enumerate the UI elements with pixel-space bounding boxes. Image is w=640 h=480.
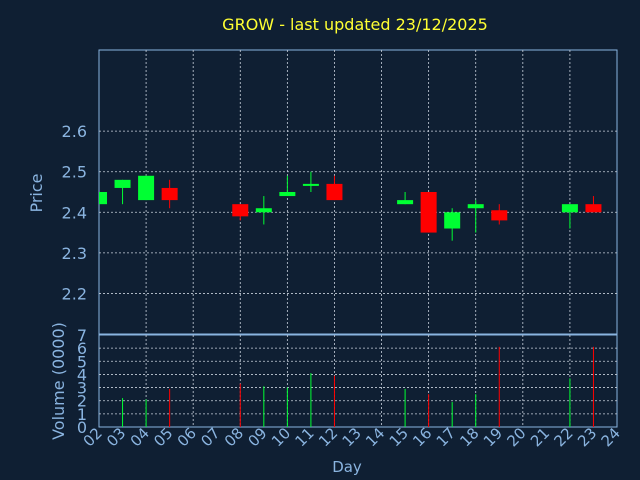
volume-tick-label: 4 <box>77 365 87 384</box>
candle-body <box>138 175 155 201</box>
candle-body <box>397 200 414 205</box>
x-axis-label: Day <box>332 458 362 476</box>
candle-body <box>326 183 343 201</box>
x-tick-label: 21 <box>527 424 553 450</box>
candle-body <box>255 208 272 213</box>
candle-body <box>99 192 107 205</box>
volume-tick-label: 7 <box>77 326 87 345</box>
candle-body <box>491 210 508 221</box>
x-tick-label: 09 <box>244 424 270 450</box>
x-tick-label: 17 <box>433 424 459 450</box>
candle-body <box>444 212 461 229</box>
candle-body <box>467 204 484 209</box>
candle-body <box>302 183 319 186</box>
candle-body <box>279 192 296 197</box>
volume-tick-label: 2 <box>77 392 87 411</box>
x-tick-label: 13 <box>339 424 365 450</box>
x-tick-label: 05 <box>150 424 176 450</box>
price-tick-label: 2.3 <box>62 244 87 263</box>
candle-body <box>420 192 437 233</box>
price-panel: 2.2 2.3 2.4 2.5 2.6 <box>62 49 618 335</box>
x-tick-label: 11 <box>292 424 318 450</box>
x-tick-label: 07 <box>197 424 223 450</box>
x-tick-label: 04 <box>127 424 153 450</box>
price-tick-label: 2.6 <box>62 122 87 141</box>
volume-tick-label: 6 <box>77 339 87 358</box>
volume-tick-label: 0 <box>77 418 87 437</box>
x-tick-label: 18 <box>456 424 482 450</box>
price-tick-label: 2.5 <box>62 163 87 182</box>
x-tick-label: 16 <box>409 424 435 450</box>
x-tick-label: 14 <box>362 424 388 450</box>
volume-tick-label: 1 <box>77 405 87 424</box>
x-tick-label: 15 <box>386 424 412 450</box>
x-tick-label: 20 <box>503 424 529 450</box>
price-tick-label: 2.2 <box>62 284 87 303</box>
volume-panel: 0123456702030405060708091011121314151617… <box>77 326 624 450</box>
candle-body <box>114 179 131 188</box>
price-tick-label: 2.4 <box>62 203 87 222</box>
volume-axis-label: Volume (0000) <box>49 322 68 440</box>
candle-body <box>585 204 602 213</box>
x-tick-label: 10 <box>268 424 294 450</box>
chart-title: GROW - last updated 23/12/2025 <box>222 15 488 34</box>
x-tick-label: 19 <box>480 424 506 450</box>
candles-group <box>99 171 602 241</box>
x-tick-label: 22 <box>551 424 577 450</box>
x-tick-label: 03 <box>103 424 129 450</box>
candle-body <box>561 204 578 213</box>
volume-plot-frame <box>98 334 618 428</box>
price-axis-label: Price <box>27 173 46 212</box>
volume-tick-label: 3 <box>77 379 87 398</box>
x-tick-label: 08 <box>221 424 247 450</box>
candle-body <box>161 187 178 201</box>
x-tick-label: 23 <box>574 424 600 450</box>
x-tick-label: 12 <box>315 424 341 450</box>
volume-tick-label: 5 <box>77 352 87 371</box>
x-tick-label: 06 <box>174 424 200 450</box>
x-tick-label: 24 <box>598 424 624 450</box>
candle-body <box>232 204 249 217</box>
